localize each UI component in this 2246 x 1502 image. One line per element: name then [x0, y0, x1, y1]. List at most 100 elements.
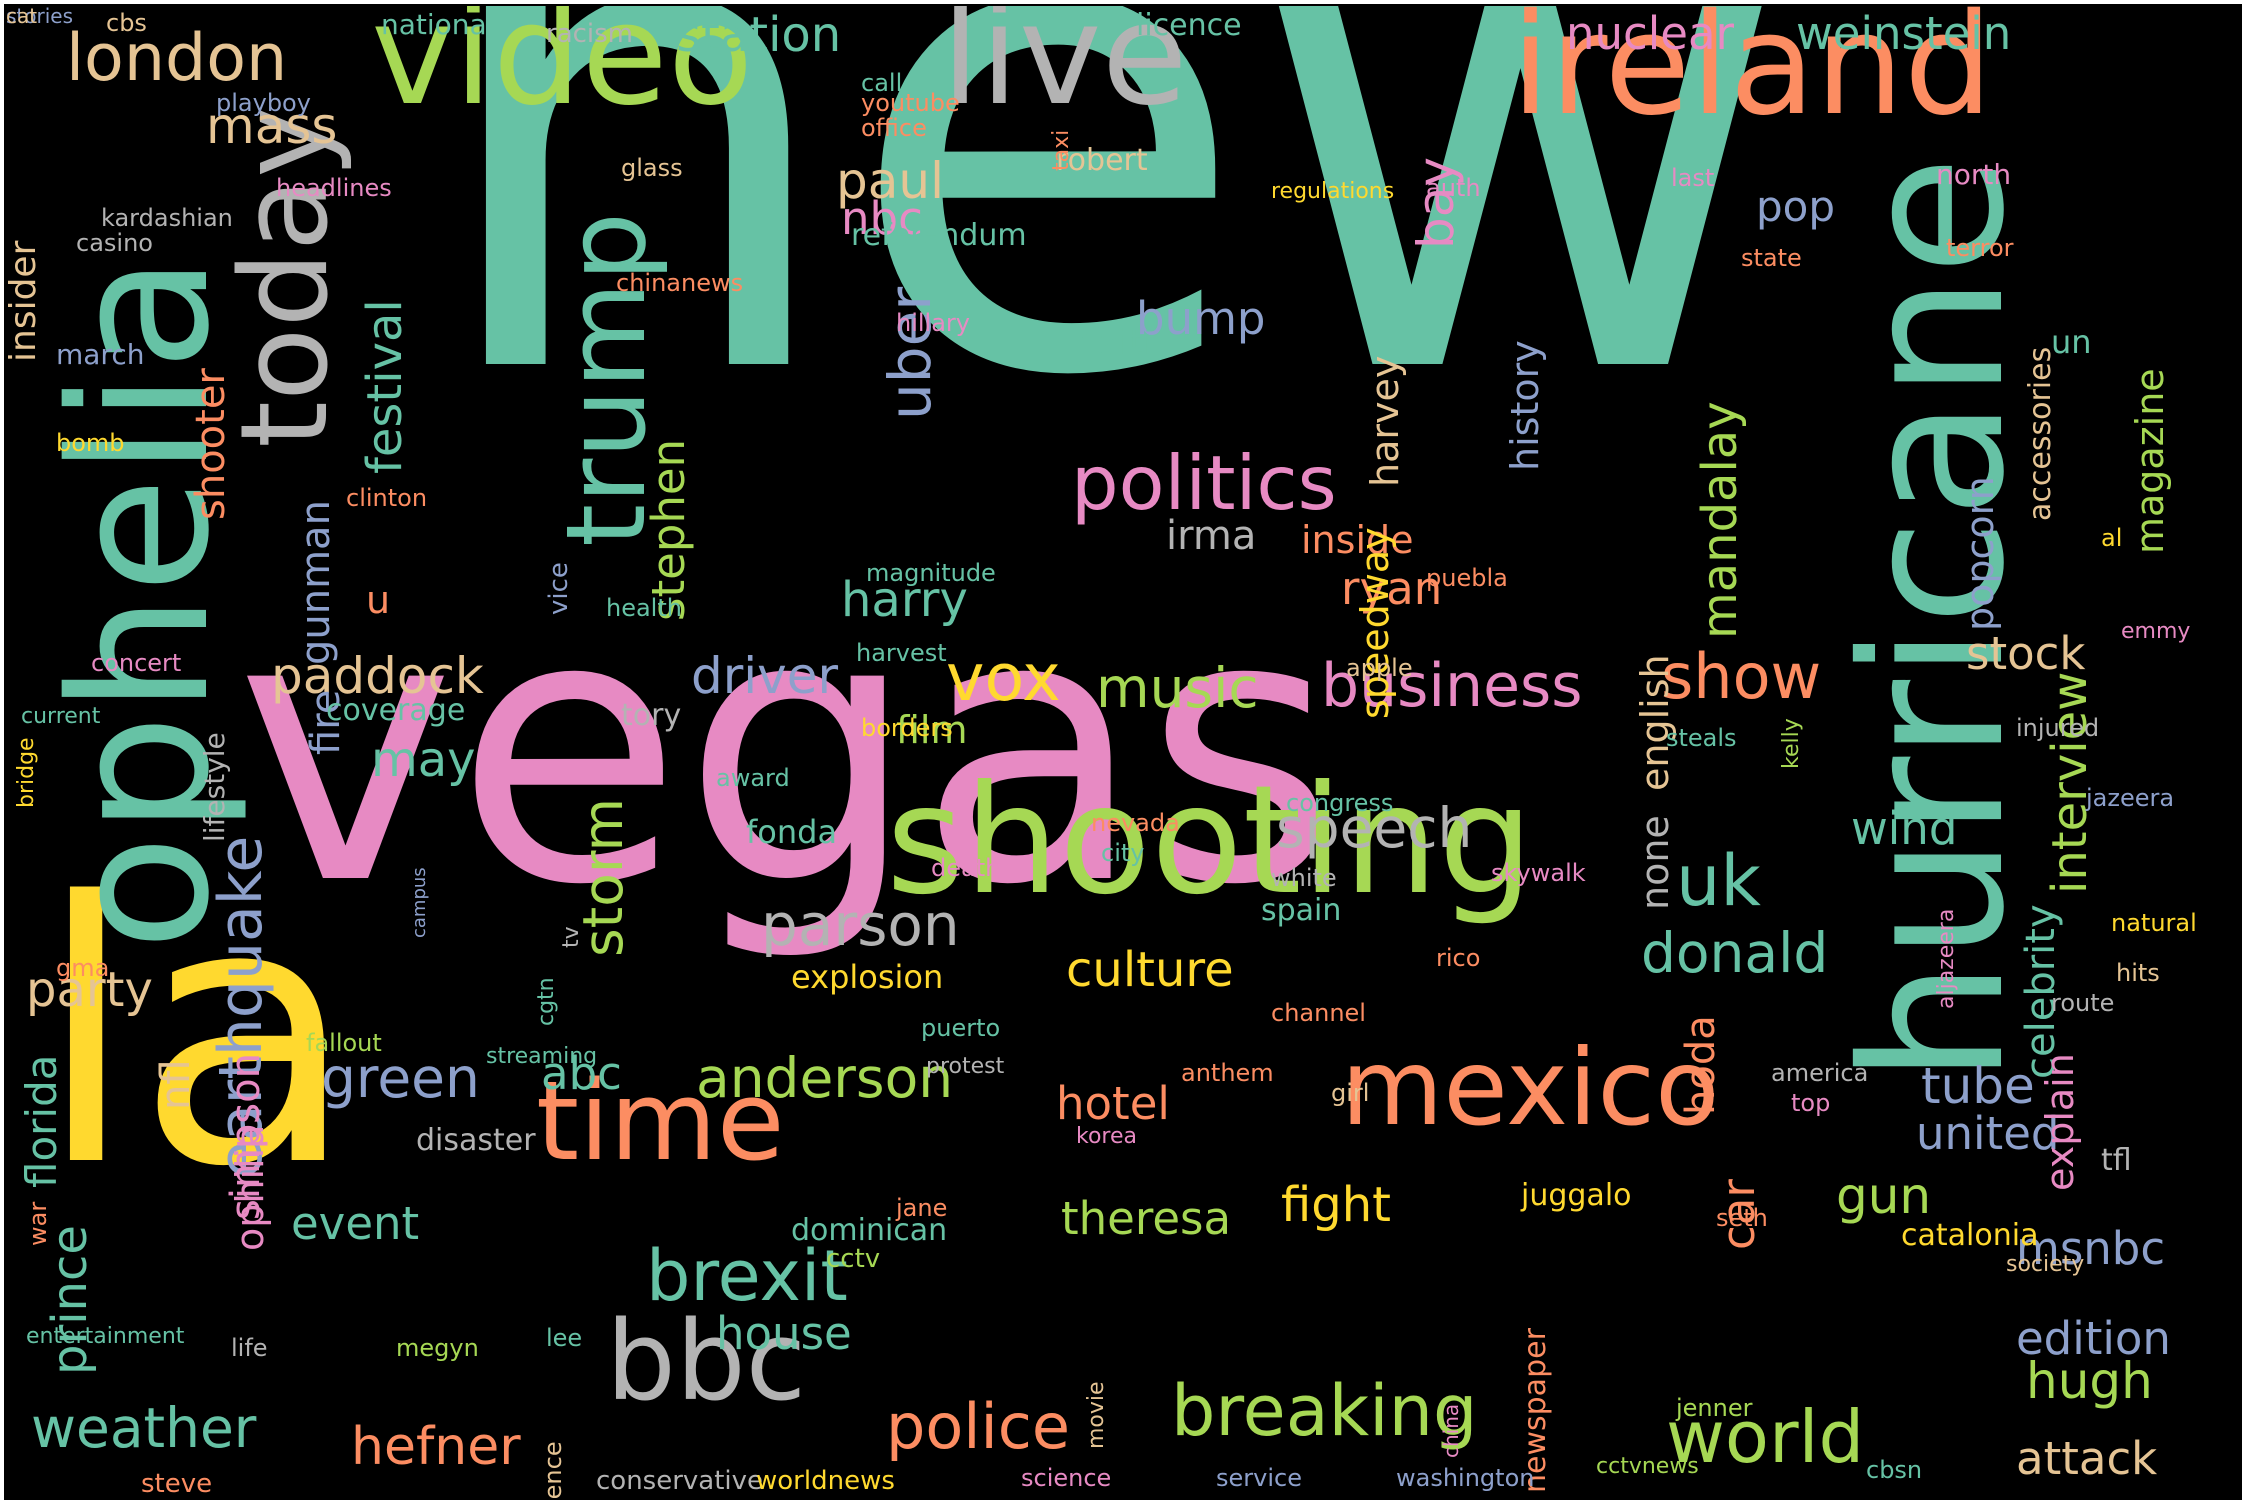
word-referendum: referendum — [851, 218, 1027, 253]
word-puerto: puerto — [921, 1014, 1001, 1042]
word-explain: explain — [2038, 1053, 2082, 1191]
word-hits: hits — [2116, 959, 2160, 987]
word-irma: irma — [1166, 513, 1257, 559]
word-interview: interview — [2042, 671, 2098, 894]
word-jazeera: jazeera — [2086, 784, 2175, 812]
word-march: march — [56, 338, 145, 371]
word-kardashian: kardashian — [101, 204, 233, 232]
word-cbsn: cbsn — [1866, 1456, 1923, 1484]
word-shooter: shooter — [188, 368, 234, 520]
word-war: war — [24, 1201, 52, 1246]
word-borders: borders — [861, 714, 953, 742]
word-gma: gma — [56, 954, 110, 982]
word-ophilia: ophilia — [228, 1124, 272, 1251]
word-speedway: speedway — [1353, 527, 1397, 719]
word-bbc: bbc — [606, 1297, 807, 1425]
word-uk: uk — [1676, 840, 1761, 922]
word-brexit: brexit — [646, 1235, 848, 1317]
word-station: station — [676, 7, 842, 63]
word-prince: prince — [42, 1225, 98, 1375]
word-cbs: cbs — [106, 9, 147, 37]
word-kelly: kelly — [1779, 718, 1804, 769]
word-u: u — [366, 578, 391, 622]
word-anthem: anthem — [1181, 1059, 1274, 1087]
word-streaming: streaming — [486, 1044, 598, 1069]
word-explosion: explosion — [791, 958, 944, 996]
word-film: film — [896, 708, 968, 752]
word-north: north — [1936, 158, 2012, 191]
word-service: service — [1216, 1464, 1302, 1492]
word-haiti: haiti — [1076, 323, 1153, 363]
word-event: event — [291, 1197, 420, 1250]
word-juggalo: juggalo — [1521, 1178, 1632, 1213]
word-may: may — [371, 732, 476, 788]
word-vegas: vegas — [236, 536, 1337, 966]
word-licence: licence — [1136, 8, 1242, 43]
word-united: united — [1916, 1107, 2060, 1160]
word-glass: glass — [621, 154, 683, 182]
word-national: national — [381, 8, 495, 41]
word-korea: korea — [1076, 1124, 1137, 1149]
word-english: english — [1633, 654, 1677, 791]
word-fonda: fonda — [746, 813, 838, 851]
word-emmy: emmy — [2121, 619, 2191, 644]
word-green: green — [321, 1046, 480, 1110]
word-gunman: gunman — [293, 500, 339, 665]
word-cgtn: cgtn — [534, 977, 559, 1026]
word-gun: gun — [1836, 1167, 1932, 1225]
word-festival: festival — [357, 299, 413, 474]
word-accessories: accessories — [2023, 346, 2058, 521]
word-protest: protest — [926, 1054, 1005, 1079]
word-cat: cat — [6, 4, 38, 28]
word-mass: mass — [206, 97, 338, 155]
word-pop: pop — [1756, 182, 1836, 231]
word-london: london — [66, 21, 288, 96]
word-vice: vice — [544, 562, 574, 615]
word-harry: harry — [841, 572, 968, 628]
word-bomb: bomb — [56, 429, 125, 457]
word-abc: abc — [541, 1047, 622, 1100]
word-insider: insider — [4, 240, 44, 362]
word-movie: movie — [1084, 1381, 1109, 1449]
word-nfl: nfl — [153, 1059, 199, 1110]
word-megyn: megyn — [396, 1334, 479, 1362]
word-taxi: taxi — [1049, 129, 1074, 171]
word-city: city — [1101, 839, 1145, 867]
word-breaking: breaking — [1171, 1370, 1478, 1452]
word-auth: auth — [1426, 174, 1481, 202]
word-show: show — [1661, 640, 1822, 713]
word-chinanews: chinanews — [616, 269, 744, 297]
word-mexico: mexico — [1341, 1027, 1720, 1149]
word-shooting: shooting — [886, 754, 1534, 928]
word-campus: campus — [409, 867, 430, 938]
word-police: police — [886, 1390, 1070, 1463]
word-skywalk: skywalk — [1491, 859, 1586, 887]
word-fallout: fallout — [306, 1029, 382, 1057]
word-life: life — [231, 1334, 268, 1362]
word-call: call — [861, 69, 903, 97]
word-conference: conference — [539, 1441, 567, 1498]
word-nuclear: nuclear — [1566, 7, 1735, 60]
word-harvest: harvest — [856, 639, 947, 667]
word-youtube: youtube — [861, 89, 960, 117]
word-stock: stock — [1966, 627, 2086, 680]
word-mandalay: mandalay — [1692, 401, 1748, 639]
word-magnitude: magnitude — [866, 559, 996, 587]
word-harvey: harvey — [1363, 355, 1407, 487]
word-coverage: coverage — [326, 693, 466, 728]
word-vox: vox — [946, 641, 1061, 716]
word-politics: politics — [1071, 439, 1337, 527]
word-robert: robert — [1056, 143, 1148, 178]
word-hillary: hillary — [896, 309, 970, 337]
word-none: none — [1633, 815, 1677, 910]
word-lee: lee — [546, 1324, 583, 1352]
word-video: video — [371, 4, 754, 137]
word-conservative: conservative — [596, 1466, 764, 1496]
word-paddock: paddock — [271, 647, 484, 705]
word-tv: tv — [559, 926, 584, 948]
word-business: business — [1321, 651, 1583, 721]
word-white: white — [1271, 864, 1337, 892]
word-history: history — [1503, 340, 1547, 471]
word-apple: apple — [1346, 654, 1413, 682]
word-natural: natural — [2111, 909, 2197, 937]
